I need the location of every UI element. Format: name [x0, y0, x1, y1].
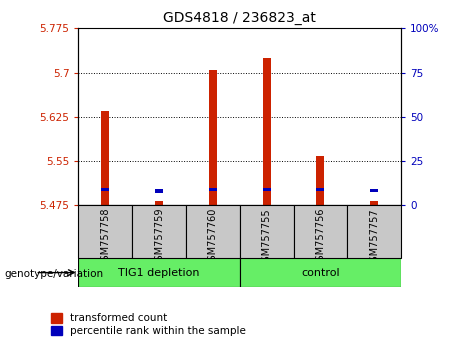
- Bar: [370, 201, 378, 205]
- Title: GDS4818 / 236823_at: GDS4818 / 236823_at: [163, 11, 316, 24]
- Bar: [263, 188, 271, 191]
- Bar: [155, 201, 163, 205]
- Bar: [209, 188, 217, 191]
- Bar: [316, 188, 325, 191]
- Text: GSM757755: GSM757755: [261, 208, 272, 268]
- Text: GSM757759: GSM757759: [154, 208, 164, 268]
- Bar: [209, 70, 217, 205]
- Text: control: control: [301, 268, 340, 278]
- Legend: transformed count, percentile rank within the sample: transformed count, percentile rank withi…: [51, 313, 246, 336]
- Text: GSM757757: GSM757757: [369, 208, 379, 268]
- Bar: [347, 205, 401, 258]
- Bar: [101, 111, 109, 205]
- Text: genotype/variation: genotype/variation: [5, 269, 104, 279]
- Bar: [240, 205, 294, 258]
- Text: GSM757760: GSM757760: [208, 208, 218, 267]
- Bar: [240, 258, 401, 287]
- Text: GSM757756: GSM757756: [315, 208, 325, 268]
- Bar: [101, 188, 109, 191]
- Bar: [155, 189, 163, 193]
- Bar: [370, 189, 378, 192]
- Bar: [132, 205, 186, 258]
- Bar: [186, 205, 240, 258]
- Bar: [316, 156, 325, 205]
- Bar: [78, 205, 132, 258]
- Bar: [263, 58, 271, 205]
- Bar: [78, 258, 240, 287]
- Bar: [294, 205, 347, 258]
- Text: TIG1 depletion: TIG1 depletion: [118, 268, 200, 278]
- Text: GSM757758: GSM757758: [100, 208, 110, 268]
